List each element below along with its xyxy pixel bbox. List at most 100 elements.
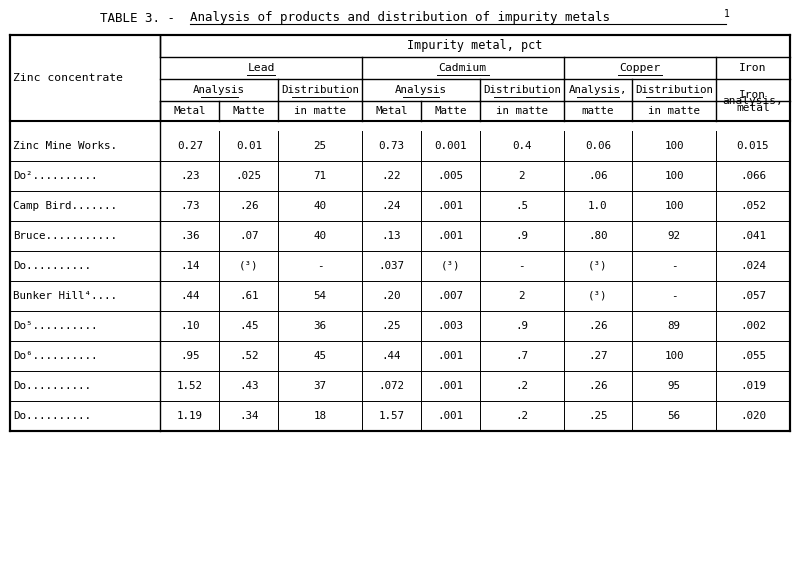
Text: Lead: Lead (247, 63, 275, 73)
Text: .26: .26 (588, 381, 608, 391)
Text: .25: .25 (588, 411, 608, 421)
Text: 0.015: 0.015 (737, 141, 769, 151)
Text: 89: 89 (667, 321, 681, 331)
Text: .80: .80 (588, 231, 608, 241)
Text: Zinc Mine Works.: Zinc Mine Works. (13, 141, 117, 151)
Text: .27: .27 (588, 351, 608, 361)
Text: Camp Bird.......: Camp Bird....... (13, 201, 117, 211)
Text: .44: .44 (180, 291, 199, 301)
Text: in matte: in matte (496, 106, 548, 116)
Text: .001: .001 (438, 381, 463, 391)
Text: 2: 2 (518, 171, 525, 181)
Text: .055: .055 (740, 351, 766, 361)
Text: 2: 2 (518, 291, 525, 301)
Text: Matte: Matte (233, 106, 265, 116)
Text: Analysis: Analysis (194, 85, 246, 95)
Text: .037: .037 (378, 261, 405, 271)
Text: (³): (³) (588, 261, 608, 271)
Text: 1: 1 (724, 9, 730, 19)
Text: matte: matte (582, 106, 614, 116)
Text: .20: .20 (382, 291, 401, 301)
Text: 100: 100 (664, 171, 684, 181)
Text: .072: .072 (378, 381, 405, 391)
Text: .23: .23 (180, 171, 199, 181)
Text: Zinc concentrate: Zinc concentrate (13, 73, 123, 83)
Text: 1.19: 1.19 (177, 411, 202, 421)
Text: .001: .001 (438, 411, 463, 421)
Text: .001: .001 (438, 201, 463, 211)
Text: .019: .019 (740, 381, 766, 391)
Text: 0.06: 0.06 (585, 141, 611, 151)
Text: .001: .001 (438, 351, 463, 361)
Text: .26: .26 (239, 201, 258, 211)
Text: 0.73: 0.73 (378, 141, 405, 151)
Text: Bunker Hill⁴....: Bunker Hill⁴.... (13, 291, 117, 301)
Text: 1.52: 1.52 (177, 381, 202, 391)
Text: (³): (³) (239, 261, 258, 271)
Text: .43: .43 (239, 381, 258, 391)
Text: Metal: Metal (375, 106, 408, 116)
Text: 45: 45 (314, 351, 326, 361)
Text: Distribution: Distribution (281, 85, 359, 95)
Text: Cadmium: Cadmium (438, 63, 487, 73)
Text: Matte: Matte (434, 106, 466, 116)
Text: .025: .025 (236, 171, 262, 181)
Text: Do²..........: Do².......... (13, 171, 98, 181)
Text: .005: .005 (438, 171, 463, 181)
Text: Bruce...........: Bruce........... (13, 231, 117, 241)
Text: Copper: Copper (619, 63, 660, 73)
Text: .2: .2 (515, 411, 528, 421)
Text: .003: .003 (438, 321, 463, 331)
Text: .9: .9 (515, 231, 528, 241)
Text: 0.4: 0.4 (512, 141, 531, 151)
Text: (³): (³) (588, 291, 608, 301)
Text: .52: .52 (239, 351, 258, 361)
Text: (³): (³) (441, 261, 460, 271)
Text: .007: .007 (438, 291, 463, 301)
Text: -: - (518, 261, 525, 271)
Text: .002: .002 (740, 321, 766, 331)
Text: .10: .10 (180, 321, 199, 331)
Text: 100: 100 (664, 201, 684, 211)
Text: Do⁵..........: Do⁵.......... (13, 321, 98, 331)
Text: 95: 95 (667, 381, 681, 391)
Text: 37: 37 (314, 381, 326, 391)
Text: .95: .95 (180, 351, 199, 361)
Text: .066: .066 (740, 171, 766, 181)
Text: 54: 54 (314, 291, 326, 301)
Text: Analysis of products and distribution of impurity metals: Analysis of products and distribution of… (190, 12, 610, 24)
Text: 40: 40 (314, 231, 326, 241)
Text: 92: 92 (667, 231, 681, 241)
Text: Do⁶..........: Do⁶.......... (13, 351, 98, 361)
Text: TABLE 3. -: TABLE 3. - (100, 12, 182, 24)
Text: .052: .052 (740, 201, 766, 211)
Text: .22: .22 (382, 171, 401, 181)
Text: 36: 36 (314, 321, 326, 331)
Text: 71: 71 (314, 171, 326, 181)
Text: .24: .24 (382, 201, 401, 211)
Text: 18: 18 (314, 411, 326, 421)
Text: 1.0: 1.0 (588, 201, 608, 211)
Text: .13: .13 (382, 231, 401, 241)
Text: .2: .2 (515, 381, 528, 391)
Text: 25: 25 (314, 141, 326, 151)
Text: analysis,: analysis, (722, 96, 783, 106)
Text: .25: .25 (382, 321, 401, 331)
Text: Analysis: Analysis (395, 85, 447, 95)
Text: 0.27: 0.27 (177, 141, 202, 151)
Text: Do..........: Do.......... (13, 411, 91, 421)
Text: metal: metal (736, 103, 770, 113)
Text: -: - (670, 291, 678, 301)
Text: .024: .024 (740, 261, 766, 271)
Text: .020: .020 (740, 411, 766, 421)
Text: .14: .14 (180, 261, 199, 271)
Text: 0.01: 0.01 (236, 141, 262, 151)
Text: .34: .34 (239, 411, 258, 421)
Text: .9: .9 (515, 321, 528, 331)
Text: Distribution: Distribution (482, 85, 561, 95)
Text: Do..........: Do.......... (13, 381, 91, 391)
Text: in matte: in matte (648, 106, 700, 116)
Text: Do..........: Do.......... (13, 261, 91, 271)
Text: .001: .001 (438, 231, 463, 241)
Text: Impurity metal, pct: Impurity metal, pct (407, 39, 543, 53)
